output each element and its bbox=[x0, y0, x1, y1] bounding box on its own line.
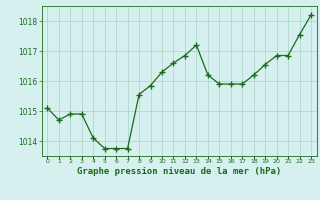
X-axis label: Graphe pression niveau de la mer (hPa): Graphe pression niveau de la mer (hPa) bbox=[77, 167, 281, 176]
